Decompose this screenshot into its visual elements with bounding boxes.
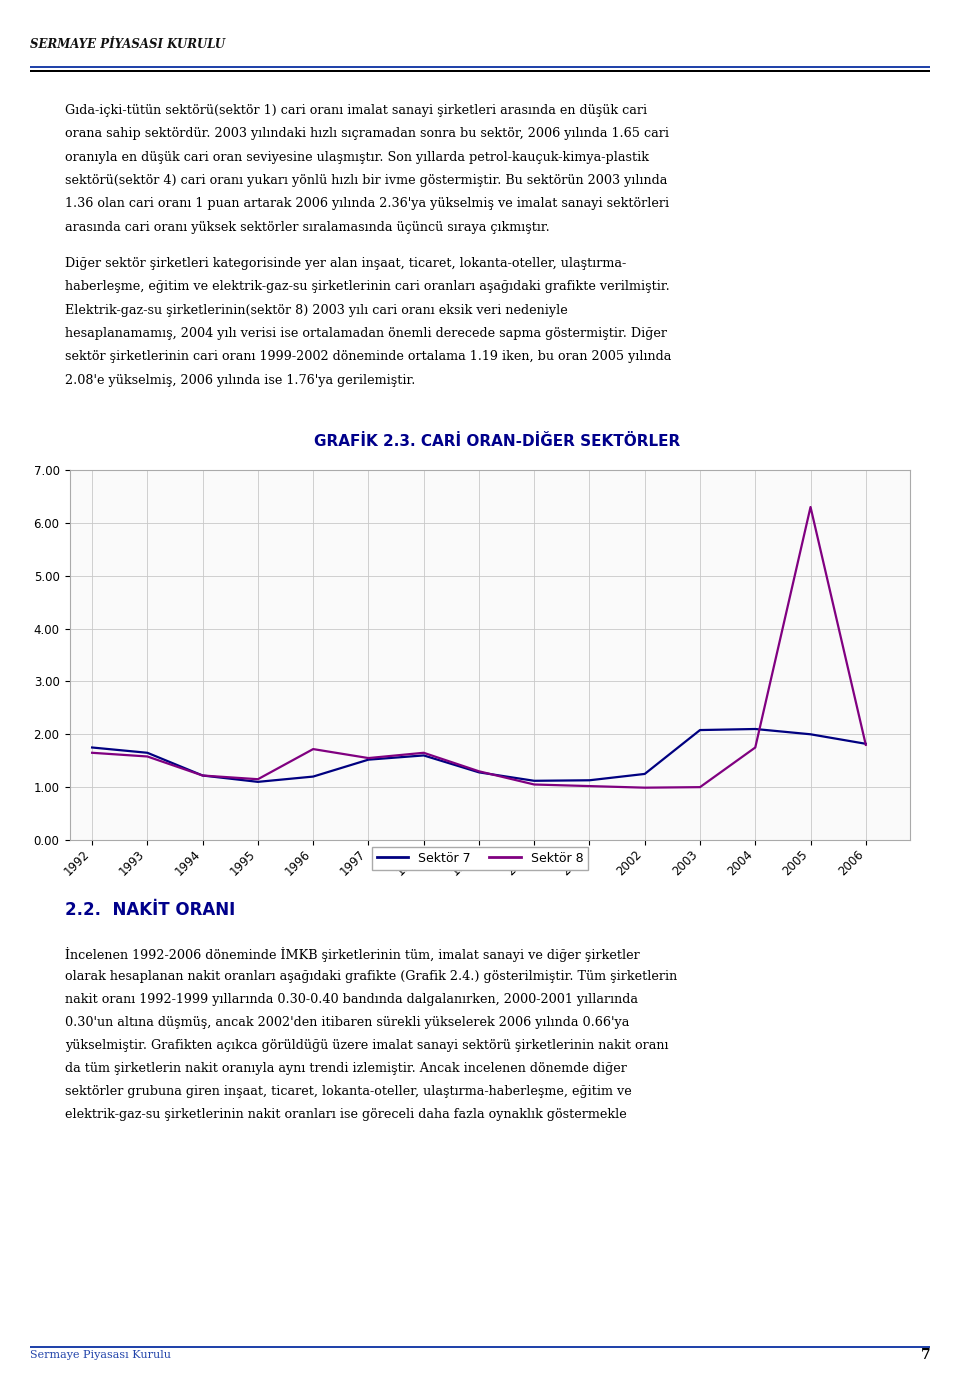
Text: 2.08'e yükselmiş, 2006 yılında ise 1.76'ya gerilemiştir.: 2.08'e yükselmiş, 2006 yılında ise 1.76'… [65, 374, 416, 386]
Text: sektörler grubuna giren inşaat, ticaret, lokanta-oteller, ulaştırma-haberleşme, : sektörler grubuna giren inşaat, ticaret,… [65, 1085, 632, 1097]
Text: orana sahip sektördür. 2003 yılındaki hızlı sıçramadan sonra bu sektör, 2006 yıl: orana sahip sektördür. 2003 yılındaki hı… [65, 128, 669, 140]
Text: 1.36 olan cari oranı 1 puan artarak 2006 yılında 2.36'ya yükselmiş ve imalat san: 1.36 olan cari oranı 1 puan artarak 2006… [65, 197, 669, 210]
Text: 0.30'un altına düşmüş, ancak 2002'den itibaren sürekli yükselerek 2006 yılında 0: 0.30'un altına düşmüş, ancak 2002'den it… [65, 1015, 630, 1029]
Text: Diğer sektör şirketleri kategorisinde yer alan inşaat, ticaret, lokanta-oteller,: Diğer sektör şirketleri kategorisinde ye… [65, 257, 626, 269]
Text: nakit oranı 1992-1999 yıllarında 0.30-0.40 bandında dalgalanırken, 2000-2001 yıl: nakit oranı 1992-1999 yıllarında 0.30-0.… [65, 993, 638, 1006]
Text: SERMAYE PİYASASI KURULU: SERMAYE PİYASASI KURULU [30, 39, 226, 51]
Text: Gıda-içki-tütün sektörü(sektör 1) cari oranı imalat sanayi şirketleri arasında e: Gıda-içki-tütün sektörü(sektör 1) cari o… [65, 104, 647, 117]
Text: oranıyla en düşük cari oran seviyesine ulaşmıştır. Son yıllarda petrol-kauçuk-ki: oranıyla en düşük cari oran seviyesine u… [65, 150, 649, 164]
Legend: Sektör 7, Sektör 8: Sektör 7, Sektör 8 [372, 846, 588, 870]
Text: 2.2.  NAKİT ORANI: 2.2. NAKİT ORANI [65, 901, 235, 920]
Text: yükselmiştir. Grafikten açıkca görüldüğü üzere imalat sanayi sektörü şirketlerin: yükselmiştir. Grafikten açıkca görüldüğü… [65, 1039, 668, 1051]
Text: sektörü(sektör 4) cari oranı yukarı yönlü hızlı bir ivme göstermiştir. Bu sektör: sektörü(sektör 4) cari oranı yukarı yönl… [65, 174, 667, 188]
Text: arasında cari oranı yüksek sektörler sıralamasında üçüncü sıraya çıkmıştır.: arasında cari oranı yüksek sektörler sır… [65, 221, 550, 233]
Text: hesaplanamamış, 2004 yılı verisi ise ortalamadan önemli derecede sapma göstermiş: hesaplanamamış, 2004 yılı verisi ise ort… [65, 326, 667, 340]
Text: GRAFİK 2.3. CARİ ORAN-DİĞER SEKTÖRLER: GRAFİK 2.3. CARİ ORAN-DİĞER SEKTÖRLER [314, 435, 681, 450]
Text: 7: 7 [921, 1347, 930, 1363]
Text: Sermaye Piyasası Kurulu: Sermaye Piyasası Kurulu [30, 1350, 171, 1360]
Text: İncelenen 1992-2006 döneminde İMKB şirketlerinin tüm, imalat sanayi ve diğer şir: İncelenen 1992-2006 döneminde İMKB şirke… [65, 947, 639, 963]
Text: da tüm şirketlerin nakit oranıyla aynı trendi izlemiştir. Ancak incelenen dönemd: da tüm şirketlerin nakit oranıyla aynı t… [65, 1063, 627, 1075]
Text: olarak hesaplanan nakit oranları aşağıdaki grafikte (Grafik 2.4.) gösterilmiştir: olarak hesaplanan nakit oranları aşağıda… [65, 970, 677, 983]
Text: Elektrik-gaz-su şirketlerinin(sektör 8) 2003 yılı cari oranı eksik veri nedeniyl: Elektrik-gaz-su şirketlerinin(sektör 8) … [65, 304, 567, 317]
Text: haberleşme, eğitim ve elektrik-gaz-su şirketlerinin cari oranları aşağıdaki graf: haberleşme, eğitim ve elektrik-gaz-su şi… [65, 281, 670, 293]
Text: elektrik-gaz-su şirketlerinin nakit oranları ise göreceli daha fazla oynaklık gö: elektrik-gaz-su şirketlerinin nakit oran… [65, 1108, 627, 1121]
Text: sektör şirketlerinin cari oranı 1999-2002 döneminde ortalama 1.19 iken, bu oran : sektör şirketlerinin cari oranı 1999-200… [65, 350, 671, 364]
